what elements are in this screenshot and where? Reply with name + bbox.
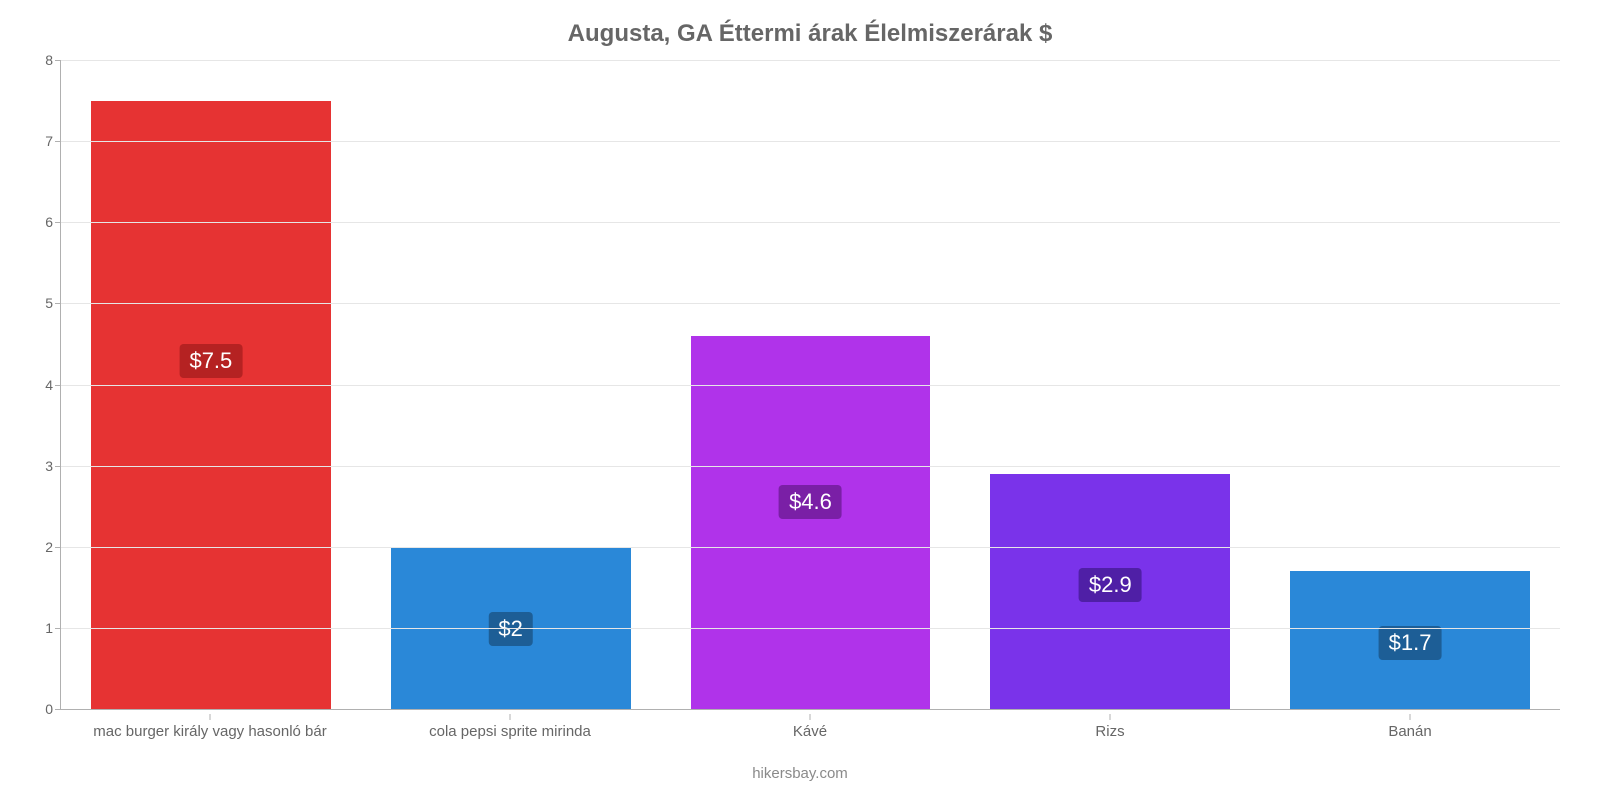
y-tick-label: 8 — [33, 52, 53, 68]
grid-line — [61, 385, 1560, 386]
x-axis-label: mac burger király vagy hasonló bár — [93, 723, 326, 740]
y-tick-mark — [55, 547, 61, 548]
x-axis-labels: mac burger király vagy hasonló bár cola p… — [60, 715, 1560, 745]
x-tick-mark — [510, 714, 511, 720]
y-tick-label: 3 — [33, 458, 53, 474]
chart-title: Augusta, GA Éttermi árak Élelmiszerárak … — [60, 20, 1560, 48]
bar-value-badge: $1.7 — [1379, 626, 1442, 660]
bar: $1.7 — [1290, 571, 1530, 709]
y-tick-label: 0 — [33, 701, 53, 717]
y-tick-mark — [55, 466, 61, 467]
y-tick-label: 2 — [33, 539, 53, 555]
bar-value-badge: $4.6 — [779, 485, 842, 519]
y-tick-mark — [55, 303, 61, 304]
y-tick-label: 5 — [33, 295, 53, 311]
x-tick-mark — [210, 714, 211, 720]
y-tick-mark — [55, 60, 61, 61]
grid-line — [61, 303, 1560, 304]
y-tick-label: 4 — [33, 377, 53, 393]
grid-line — [61, 547, 1560, 548]
price-bar-chart: Augusta, GA Éttermi árak Élelmiszerárak … — [0, 0, 1600, 800]
plot-area: $7.5$2$4.6$2.9$1.7 012345678 — [60, 60, 1560, 710]
y-tick-label: 7 — [33, 133, 53, 149]
chart-attribution: hikersbay.com — [0, 765, 1600, 782]
x-tick-mark — [810, 714, 811, 720]
grid-line — [61, 141, 1560, 142]
grid-line — [61, 60, 1560, 61]
y-tick-mark — [55, 385, 61, 386]
grid-line — [61, 466, 1560, 467]
bar: $2.9 — [990, 474, 1230, 709]
y-tick-mark — [55, 222, 61, 223]
x-axis-label: Rizs — [1095, 723, 1124, 740]
y-tick-mark — [55, 628, 61, 629]
x-axis-label: Kávé — [793, 723, 827, 740]
bar: $4.6 — [691, 336, 931, 709]
x-tick-mark — [1110, 714, 1111, 720]
y-tick-label: 6 — [33, 214, 53, 230]
y-tick-mark — [55, 141, 61, 142]
y-tick-mark — [55, 709, 61, 710]
bar-value-badge: $7.5 — [179, 344, 242, 378]
y-tick-label: 1 — [33, 620, 53, 636]
bar-value-badge: $2.9 — [1079, 568, 1142, 602]
bar: $7.5 — [91, 101, 331, 709]
x-axis-label: cola pepsi sprite mirinda — [429, 723, 591, 740]
grid-line — [61, 628, 1560, 629]
x-tick-mark — [1410, 714, 1411, 720]
x-axis-label: Banán — [1388, 723, 1431, 740]
grid-line — [61, 222, 1560, 223]
